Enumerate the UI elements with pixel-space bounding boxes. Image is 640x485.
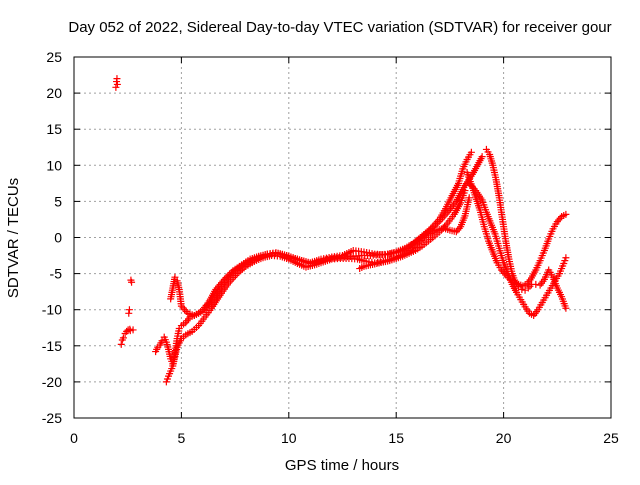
data-points: [112, 75, 570, 386]
data-point-segment-c: [228, 270, 236, 278]
data-point-segment-b: [465, 194, 473, 202]
y-tick-label: 20: [46, 85, 62, 101]
data-point-segment-g: [532, 280, 540, 288]
y-tick-label: 15: [46, 121, 62, 137]
data-point-early-outliers: [129, 326, 137, 334]
data-point-segment-g: [562, 304, 570, 312]
x-tick-label: 5: [178, 430, 186, 446]
data-point-segment-d: [461, 187, 469, 195]
y-tick-label: -5: [50, 266, 63, 282]
data-point-segment-g: [518, 285, 526, 293]
y-tick-label: 5: [54, 193, 62, 209]
x-axis-label: GPS time / hours: [285, 457, 399, 474]
data-point-segment-e: [556, 214, 564, 222]
data-point-segment-c: [230, 268, 238, 276]
y-tick-label: -25: [42, 410, 62, 426]
data-point-segment-a: [158, 337, 166, 345]
data-point-segment-c: [225, 273, 233, 281]
x-tick-label: 10: [281, 430, 297, 446]
grid-lines: [74, 57, 611, 418]
data-point-segment-c: [206, 299, 214, 307]
data-point-segment-c: [226, 271, 234, 279]
data-point-segment-e: [562, 210, 570, 218]
data-point-early-outliers: [113, 80, 121, 88]
data-point-segment-f: [562, 254, 570, 262]
x-tick-label: 25: [603, 430, 619, 446]
data-point-segment-c: [232, 266, 240, 274]
y-tick-label: -15: [42, 338, 62, 354]
y-tick-label: -20: [42, 374, 62, 390]
data-point-segment-c: [181, 306, 189, 314]
data-point-segment-a: [467, 148, 475, 156]
y-tick-label: -10: [42, 302, 62, 318]
chart-title: Day 052 of 2022, Sidereal Day-to-day VTE…: [68, 19, 611, 36]
y-tick-label: 10: [46, 157, 62, 173]
data-point-early-outliers: [117, 340, 125, 348]
x-tick-label: 15: [388, 430, 404, 446]
x-tick-label: 0: [70, 430, 78, 446]
data-point-segment-c: [478, 153, 486, 161]
data-point-segment-b: [455, 224, 463, 232]
x-tick-label: 20: [496, 430, 512, 446]
data-point-early-outliers: [125, 309, 133, 317]
y-tick-label: 25: [46, 49, 62, 65]
axis-ticks: 0 5 10 15 20 25 25 20 15 10 5 0 -5 -10 -15 -20 -25: [42, 49, 619, 446]
data-point-early-outliers: [128, 278, 136, 286]
data-point-segment-c: [171, 273, 179, 281]
y-axis-label: SDTVAR / TECUs: [5, 178, 22, 298]
data-point-early-outliers: [119, 334, 127, 342]
data-point-early-outliers: [125, 306, 133, 314]
y-tick-label: 0: [54, 230, 62, 246]
